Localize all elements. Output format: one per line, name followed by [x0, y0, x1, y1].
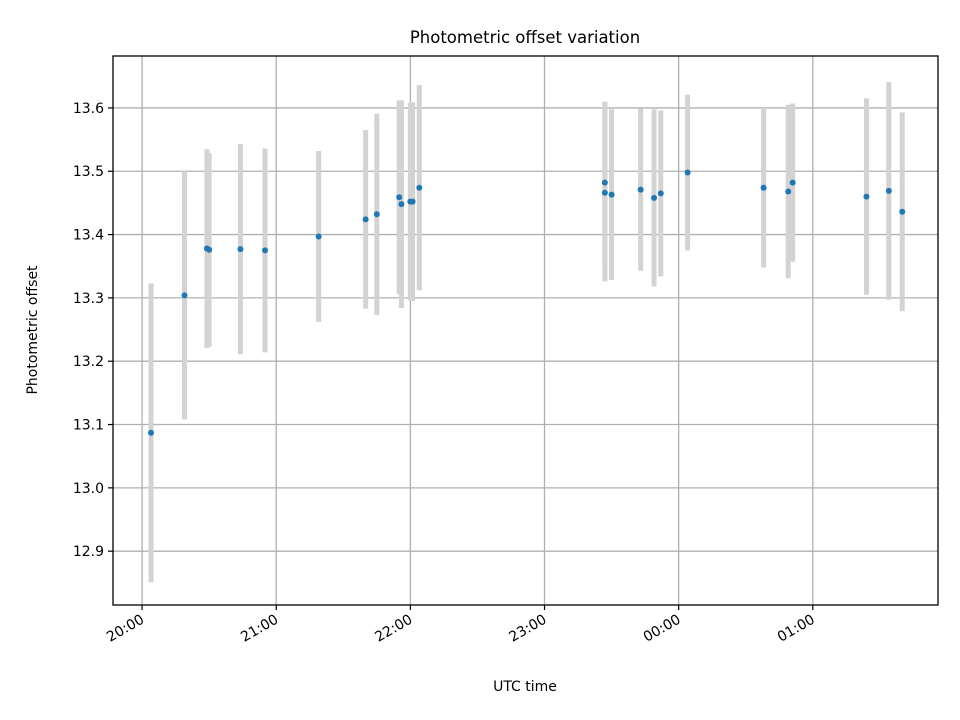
plot-area: 20:00 21:00 22:00 23:00 00:00 01:0012.913.013…	[73, 55, 939, 646]
data-point	[398, 201, 405, 208]
data-point	[416, 184, 423, 191]
data-point	[206, 246, 213, 253]
y-tick-label: 13.6	[73, 101, 104, 117]
data-point	[601, 179, 608, 186]
data-point	[608, 191, 615, 198]
data-point	[148, 429, 155, 436]
axes-frame	[112, 55, 939, 606]
data-point	[409, 198, 416, 205]
data-point	[637, 186, 644, 193]
data-point	[601, 189, 608, 196]
y-tick-label: 13.0	[73, 481, 104, 497]
y-tick-label: 13.1	[73, 418, 104, 434]
data-point	[785, 188, 792, 195]
data-point	[315, 233, 322, 240]
chart-title: Photometric offset variation	[410, 28, 640, 47]
y-axis-label: Photometric offset	[25, 265, 41, 395]
data-point	[789, 179, 796, 186]
data-point	[863, 193, 870, 200]
data-point	[657, 190, 664, 197]
data-point	[262, 247, 269, 254]
x-axis-label: UTC time	[493, 679, 557, 695]
y-tick-label: 13.3	[73, 291, 104, 307]
y-tick-label: 13.4	[73, 228, 104, 244]
data-point	[373, 211, 380, 218]
data-point	[760, 184, 767, 191]
y-tick-label: 13.2	[73, 354, 104, 370]
data-point	[885, 187, 892, 194]
y-tick-label: 13.5	[73, 164, 104, 180]
data-point	[899, 208, 906, 215]
data-point	[396, 194, 403, 201]
data-point	[651, 194, 658, 201]
data-point	[181, 292, 188, 299]
data-point	[237, 246, 244, 253]
y-tick-label: 12.9	[73, 544, 104, 560]
data-point	[684, 169, 691, 176]
data-point	[362, 216, 369, 223]
